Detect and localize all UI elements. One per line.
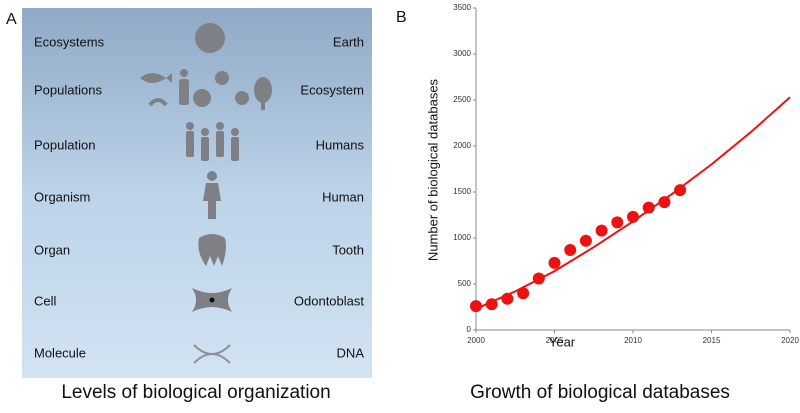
- tree-icon: [254, 77, 272, 103]
- level-label: Organ: [34, 242, 70, 257]
- dna-icon: [193, 344, 231, 364]
- population-icon: [186, 122, 239, 161]
- data-point: [485, 298, 498, 311]
- panel-label: A: [6, 11, 17, 28]
- chart: 0 500 1000 1500 2000 2500 3000 3500 2000 2005 2010…: [453, 3, 799, 345]
- example-label: Human: [322, 189, 364, 204]
- y-tick-label: 1000: [453, 233, 471, 242]
- bug-icon: [215, 71, 229, 85]
- level-label: Ecosystems: [34, 34, 105, 49]
- data-point: [595, 224, 608, 237]
- chart-title: Growth of biological databases: [470, 382, 730, 403]
- tree-icon: [261, 100, 265, 110]
- y-axis-label: Number of biological databases: [425, 78, 440, 261]
- x-axis-label: Year: [549, 334, 576, 349]
- organism-icon: [207, 171, 217, 181]
- panel-caption: Levels of biological organization: [61, 382, 330, 403]
- y-tick-label: 2500: [453, 95, 471, 104]
- example-label: Humans: [316, 137, 365, 152]
- data-point: [548, 256, 561, 269]
- y-tick-label: 2000: [453, 141, 471, 150]
- example-label: DNA: [337, 345, 365, 360]
- y-tick-label: 3000: [453, 49, 471, 58]
- data-point: [564, 243, 577, 256]
- x-tick-label: 2020: [781, 336, 799, 345]
- human-icon: [180, 69, 188, 77]
- data-point: [517, 287, 530, 300]
- y-tick-label: 1500: [453, 187, 471, 196]
- y-tick-label: 0: [467, 325, 472, 334]
- level-label: Populations: [34, 82, 102, 97]
- example-label: Earth: [333, 34, 364, 49]
- icons: [140, 23, 272, 364]
- data-point: [501, 292, 514, 305]
- example-label: Ecosystem: [300, 82, 364, 97]
- x-tick-label: 2005: [546, 336, 564, 345]
- human-icon: [179, 79, 189, 105]
- data-point: [642, 201, 655, 214]
- example-label: Tooth: [332, 242, 364, 257]
- cat-icon: [193, 89, 211, 107]
- level-label: Population: [34, 137, 95, 152]
- organism-icon: [203, 183, 221, 219]
- level-label: Molecule: [34, 345, 86, 360]
- data-point: [470, 300, 482, 313]
- level-rows: Ecosystems Earth Populations Ecosystem Popul…: [34, 34, 364, 360]
- panel-label: B: [396, 9, 407, 26]
- level-label: Organism: [34, 189, 90, 204]
- data-point: [611, 216, 624, 229]
- flower-icon: [235, 91, 249, 105]
- data-point: [627, 210, 639, 223]
- example-label: Odontoblast: [294, 293, 364, 308]
- globe-icon: [195, 23, 225, 53]
- data-point: [579, 234, 592, 247]
- nucleus-icon: [209, 297, 215, 303]
- y-tick-label: 3500: [453, 3, 471, 12]
- x-tick-label: 2010: [624, 336, 642, 345]
- y-tick-label: 500: [458, 279, 472, 288]
- data-point: [532, 272, 545, 285]
- level-label: Cell: [34, 293, 57, 308]
- fish-icon: [140, 73, 172, 83]
- panel-background: [22, 8, 372, 378]
- data-point: [658, 196, 671, 209]
- tooth-icon: [198, 234, 226, 266]
- x-tick-label: 2015: [703, 336, 721, 345]
- x-tick-label: 2000: [467, 336, 485, 345]
- data-point: [674, 184, 687, 197]
- bird-icon: [148, 98, 168, 107]
- trend-line: [475, 96, 791, 310]
